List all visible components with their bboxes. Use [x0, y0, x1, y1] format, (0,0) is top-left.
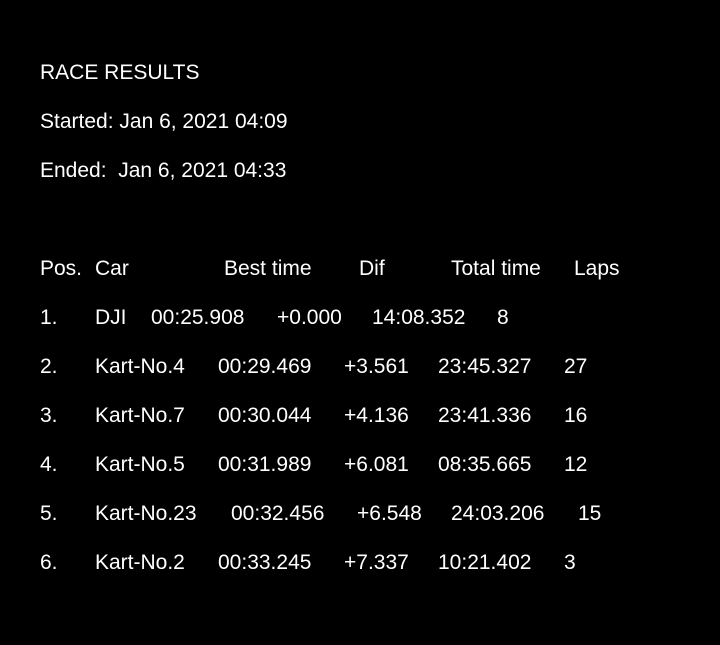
row-laps: 8: [497, 306, 509, 329]
header-pos: Pos.: [40, 257, 83, 280]
ended-label: Ended:: [40, 159, 107, 182]
header-best: Best time: [224, 257, 312, 280]
table-row: 1. DJI 00:25.908 +0.000 14:08.352 8: [0, 306, 720, 330]
ended-line: Ended: Jan 6, 2021 04:33: [40, 159, 286, 183]
row-pos: 4.: [40, 453, 58, 476]
row-pos: 3.: [40, 404, 58, 427]
row-best: 00:30.044: [218, 404, 312, 427]
table-row: 5. Kart-No.23 00:32.456 +6.548 24:03.206…: [0, 502, 720, 526]
row-dif: +7.337: [344, 551, 409, 574]
row-dif: +4.136: [344, 404, 409, 427]
row-car: DJI: [95, 306, 127, 329]
table-row: 2. Kart-No.4 00:29.469 +3.561 23:45.327 …: [0, 355, 720, 379]
table-row: 6. Kart-No.2 00:33.245 +7.337 10:21.402 …: [0, 551, 720, 575]
row-laps: 12: [564, 453, 588, 476]
row-total: 24:03.206: [451, 502, 545, 525]
row-pos: 6.: [40, 551, 58, 574]
row-dif: +6.081: [344, 453, 409, 476]
header-dif: Dif: [359, 257, 385, 280]
row-laps: 3: [564, 551, 576, 574]
row-pos: 1.: [40, 306, 58, 329]
row-laps: 16: [564, 404, 588, 427]
row-pos: 5.: [40, 502, 58, 525]
row-best: 00:32.456: [231, 502, 325, 525]
row-total: 14:08.352: [372, 306, 466, 329]
header-laps: Laps: [574, 257, 620, 280]
row-total: 10:21.402: [438, 551, 532, 574]
row-best: 00:29.469: [218, 355, 312, 378]
row-total: 08:35.665: [438, 453, 532, 476]
row-total: 23:41.336: [438, 404, 532, 427]
row-best: 00:31.989: [218, 453, 312, 476]
started-value: Jan 6, 2021 04:09: [119, 110, 288, 133]
row-car: Kart-No.5: [95, 453, 185, 476]
row-dif: +0.000: [277, 306, 342, 329]
row-pos: 2.: [40, 355, 58, 378]
started-line: Started: Jan 6, 2021 04:09: [40, 110, 288, 134]
row-laps: 27: [564, 355, 588, 378]
header-car: Car: [95, 257, 129, 280]
row-best: 00:33.245: [218, 551, 312, 574]
row-car: Kart-No.2: [95, 551, 185, 574]
row-car: Kart-No.4: [95, 355, 185, 378]
row-best: 00:25.908: [151, 306, 245, 329]
table-row: 3. Kart-No.7 00:30.044 +4.136 23:41.336 …: [0, 404, 720, 428]
table-row: 4. Kart-No.5 00:31.989 +6.081 08:35.665 …: [0, 453, 720, 477]
row-car: Kart-No.7: [95, 404, 185, 427]
row-total: 23:45.327: [438, 355, 532, 378]
row-car: Kart-No.23: [95, 502, 197, 525]
ended-value: Jan 6, 2021 04:33: [118, 159, 287, 182]
report-title: RACE RESULTS: [40, 61, 200, 84]
header-total: Total time: [451, 257, 541, 280]
row-laps: 15: [578, 502, 602, 525]
row-dif: +6.548: [357, 502, 422, 525]
started-label: Started:: [40, 110, 114, 133]
row-dif: +3.561: [344, 355, 409, 378]
